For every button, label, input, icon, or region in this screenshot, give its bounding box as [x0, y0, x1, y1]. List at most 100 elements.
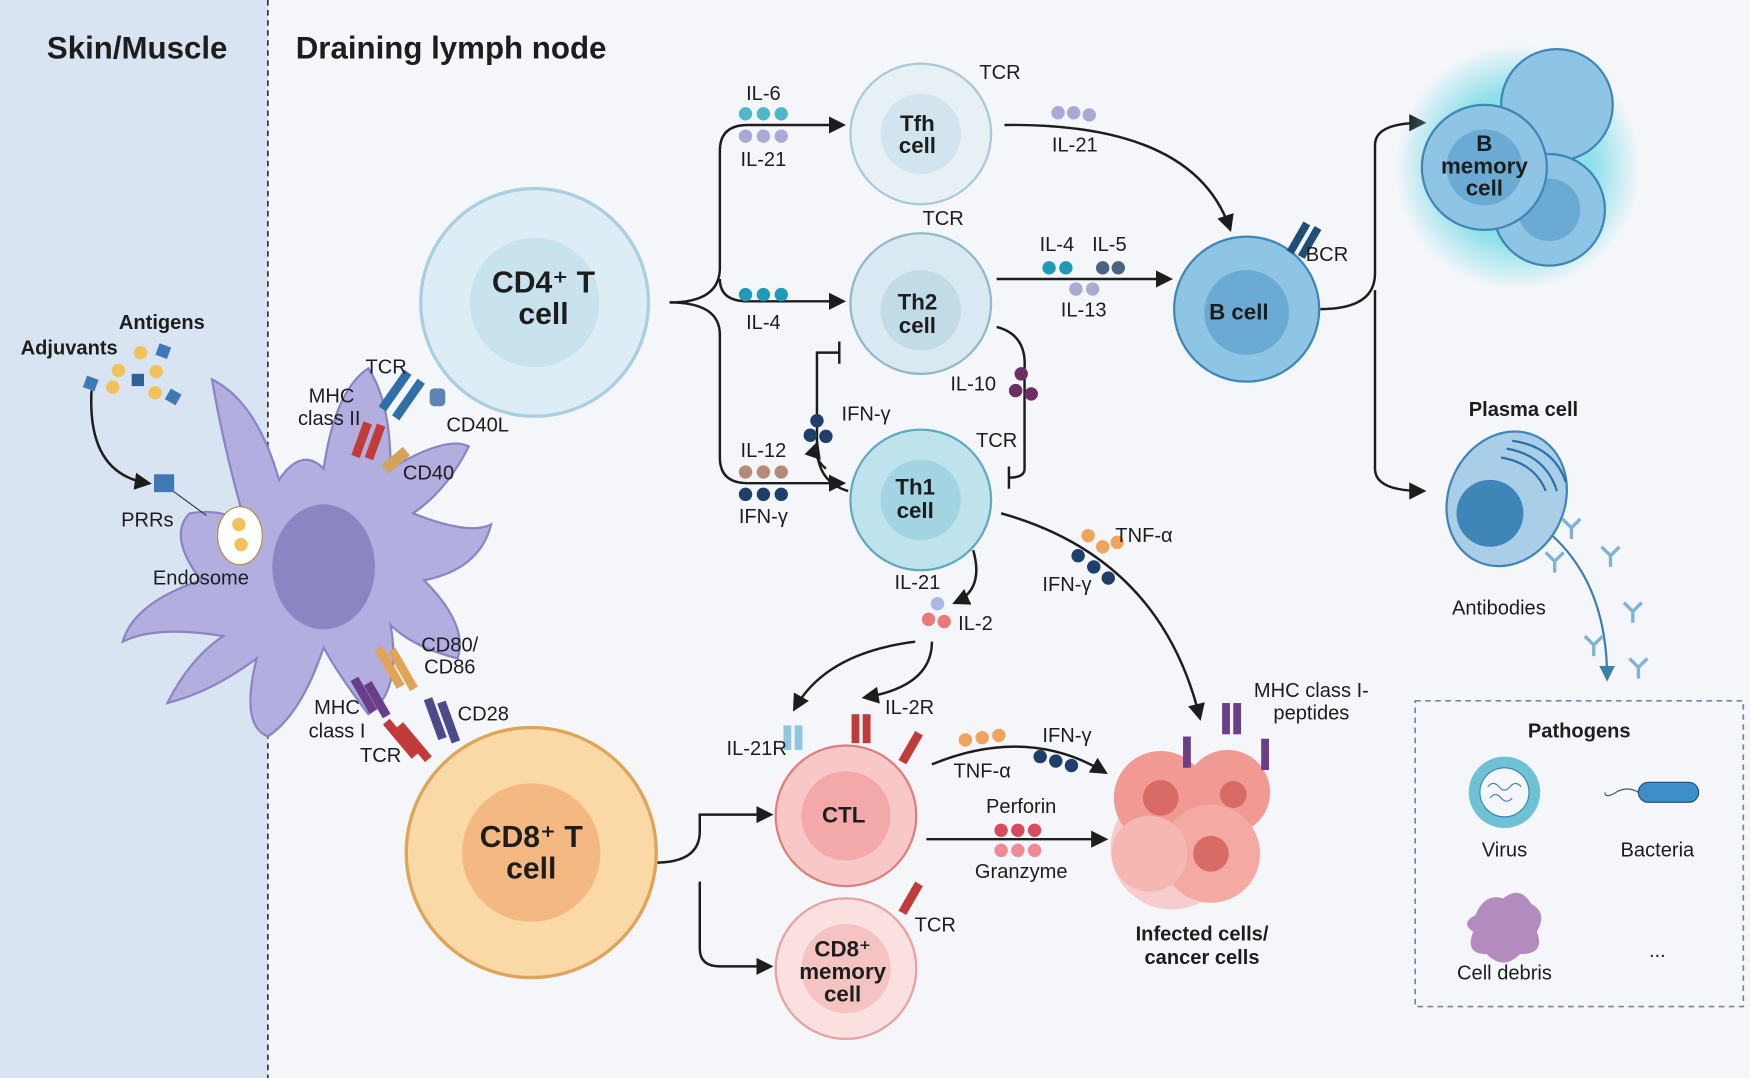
label: Th2 [898, 289, 938, 314]
legend-shape [1414, 699, 1745, 1008]
antigens-shape [133, 345, 148, 360]
label: IL-5 [1092, 234, 1127, 256]
cytokines-shape [1081, 528, 1095, 543]
cytokines-shape [738, 129, 753, 143]
plasma-cell-shape [1456, 479, 1524, 547]
cytokines-shape [1059, 261, 1073, 275]
label: cell [506, 852, 556, 885]
dendritic-cell-shape [217, 506, 263, 566]
dendritic-cell-shape [232, 517, 246, 532]
receptors-shape [423, 697, 447, 741]
cytokines-shape [1033, 749, 1047, 764]
antigens-shape [131, 373, 144, 387]
cytokines-shape [937, 614, 951, 629]
cd4-t-cell: CD4⁺ T cell [419, 186, 651, 418]
th2-cell-shape [880, 270, 961, 351]
label: Granzyme [975, 861, 1068, 883]
label: Bacteria [1621, 840, 1695, 862]
arrows-shape [1000, 512, 1205, 721]
receptors-shape [381, 446, 411, 474]
label: Infected cells/ [1136, 923, 1269, 945]
receptors-shape [392, 378, 425, 421]
infected-cells-shape [1261, 738, 1269, 770]
arrows-shape [996, 325, 1026, 489]
cytokines-shape [774, 487, 788, 502]
receptors-shape [382, 718, 419, 759]
label: Plasma cell [1469, 399, 1578, 421]
receptors-shape [374, 645, 405, 689]
cytokines-shape [994, 823, 1008, 837]
legend-shape [1479, 767, 1530, 818]
labels: Antigens Adjuvants PRRs Endosome TCR MHC… [21, 62, 1546, 937]
label: CD28 [458, 704, 509, 726]
label: Draining lymph node [296, 30, 607, 65]
receptors-shape [396, 722, 432, 763]
infected-cells-shape [1111, 815, 1188, 892]
arrows-shape [1545, 529, 1615, 682]
label: cell [518, 298, 568, 331]
th1-cell: Th1 cell [849, 428, 993, 572]
label: TCR [976, 430, 1017, 452]
label: IL-4 [746, 312, 781, 334]
cytokines-shape [819, 429, 833, 444]
label: TCR [915, 915, 956, 937]
label: PRRs [121, 509, 173, 531]
label: CD86 [424, 657, 475, 679]
label: CD8⁺ T [480, 821, 584, 854]
label: cell [824, 981, 861, 1006]
arrows-shape [952, 549, 978, 605]
legend-shape [1467, 892, 1542, 963]
label: MHC class I- [1254, 680, 1369, 702]
receptors-shape [378, 369, 412, 412]
dendritic-cell-shape [154, 474, 175, 493]
label: memory [1441, 153, 1528, 178]
label: TCR [979, 62, 1020, 84]
ctl-cell-shape [794, 725, 803, 750]
cytokines-shape [1027, 823, 1042, 837]
label: Skin/Muscle [47, 30, 228, 65]
antigens-shape [111, 363, 125, 378]
cytokines-shape [1011, 843, 1025, 858]
cytokines-shape [994, 843, 1008, 858]
b-memory-cell-shape [1446, 129, 1523, 206]
label: IL-10 [950, 373, 996, 395]
antigens-shape [155, 343, 172, 359]
cytokines-shape [810, 414, 824, 428]
cytokines-shape [738, 287, 753, 302]
label: CD80/ [421, 634, 478, 656]
label: IL-2 [958, 613, 993, 635]
label: Cell debris [1457, 963, 1552, 985]
cd8-t-cell: CD8⁺ T cell [404, 725, 658, 980]
label: cell [897, 498, 934, 523]
th1-cell-shape [880, 459, 961, 541]
antigens [82, 343, 182, 406]
label: IFN-γ [842, 403, 891, 425]
label: Endosome [153, 567, 249, 589]
cytokines-shape [774, 129, 788, 143]
cytokines-shape [1024, 387, 1038, 401]
cd8-t-cell-shape [462, 783, 601, 922]
antigens-shape [164, 388, 182, 406]
label: IL-21 [741, 149, 787, 171]
cytokines-shape [756, 129, 771, 143]
receptors-shape [437, 700, 461, 744]
cytokines-shape [930, 597, 945, 611]
arrows-shape [698, 881, 774, 975]
infected-cells-shape [1193, 835, 1229, 872]
label: cell [899, 313, 936, 338]
label: class I [309, 720, 366, 742]
ctl-cell-shape [801, 771, 891, 861]
cytokines-shape [774, 465, 788, 479]
label: IL-6 [746, 83, 781, 105]
b-cell-shape [1286, 221, 1311, 255]
label: IFN-γ [1042, 725, 1091, 747]
cytokines-shape [738, 107, 753, 121]
cytokines-shape [1064, 758, 1079, 773]
cytokines-shape [1008, 383, 1023, 398]
cytokines-shape [756, 487, 771, 502]
cytokines-shape [756, 287, 771, 302]
cytokines-shape [1071, 549, 1085, 563]
label: IL-12 [741, 440, 787, 462]
label: TNF-α [953, 761, 1011, 783]
